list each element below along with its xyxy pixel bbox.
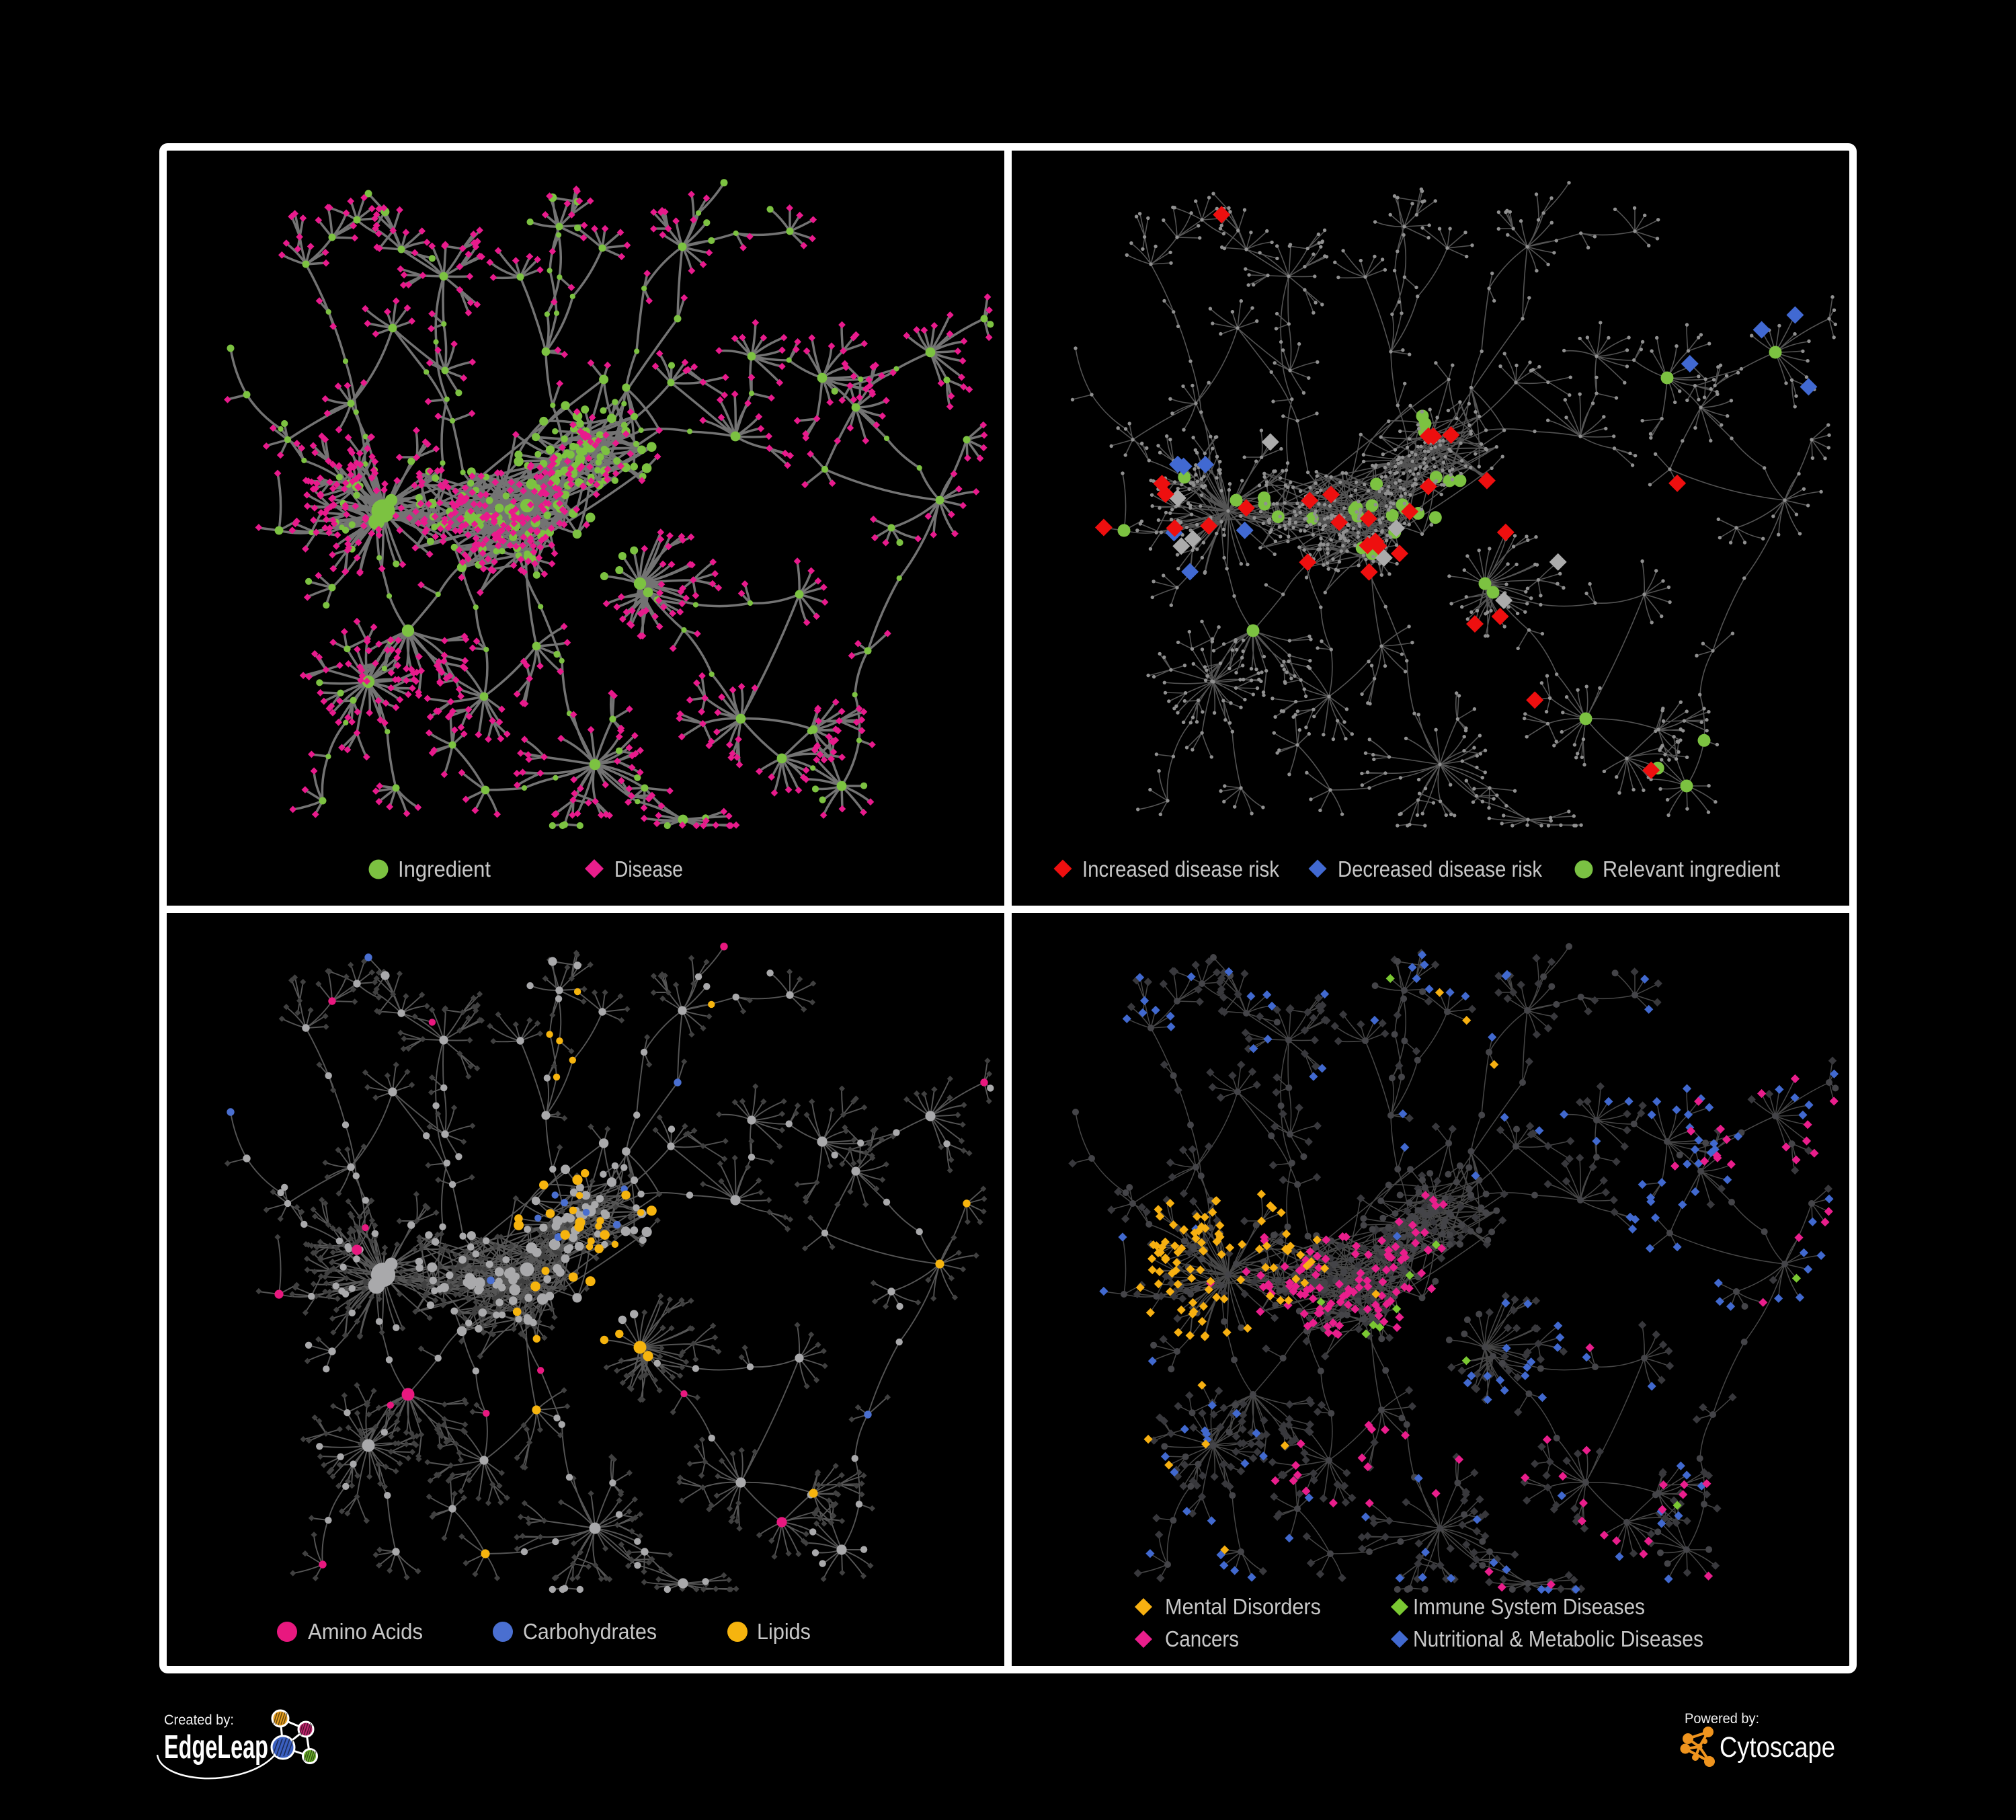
svg-text:Carbohydrates: Carbohydrates (523, 1619, 657, 1644)
svg-text:Lipids: Lipids (757, 1619, 811, 1644)
svg-text:Decreased disease risk: Decreased disease risk (1338, 857, 1542, 881)
svg-text:Immune System Diseases: Immune System Diseases (1413, 1594, 1645, 1619)
svg-text:Ingredient: Ingredient (398, 857, 491, 881)
svg-text:Cytoscape: Cytoscape (1720, 1731, 1835, 1764)
svg-text:EdgeLeap: EdgeLeap (164, 1729, 268, 1766)
svg-text:Disease: Disease (614, 857, 683, 881)
svg-text:Mental Disorders: Mental Disorders (1165, 1594, 1321, 1619)
svg-text:Created by:: Created by: (164, 1712, 234, 1728)
svg-text:Amino Acids: Amino Acids (308, 1619, 423, 1644)
svg-text:Powered by:: Powered by: (1685, 1711, 1759, 1727)
svg-text:Cancers: Cancers (1165, 1626, 1239, 1651)
svg-text:Increased disease risk: Increased disease risk (1082, 857, 1279, 881)
svg-text:Relevant ingredient: Relevant ingredient (1603, 857, 1780, 881)
svg-text:Nutritional & Metabolic Diseas: Nutritional & Metabolic Diseases (1413, 1626, 1703, 1651)
